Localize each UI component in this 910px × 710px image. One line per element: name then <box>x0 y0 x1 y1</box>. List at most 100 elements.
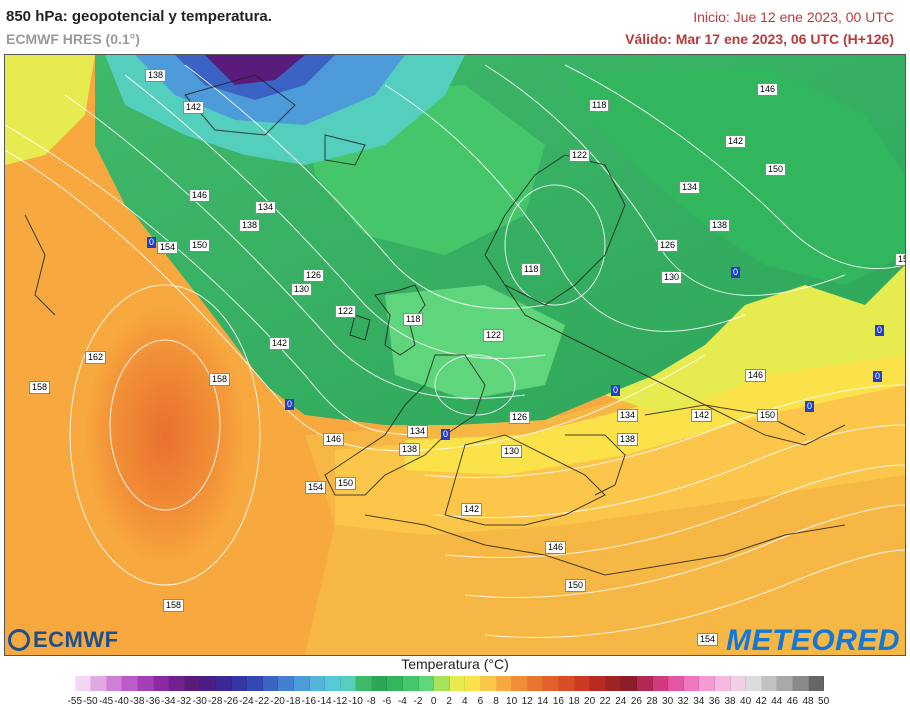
colorbar-title: Temperatura (°C) <box>401 656 509 672</box>
colorbar-swatch <box>153 676 170 691</box>
contour-label: 154 <box>305 481 327 494</box>
colorbar-swatch <box>683 676 700 691</box>
model-name: ECMWF HRES (0.1°) <box>6 31 140 47</box>
valid-time: Válido: Mar 17 ene 2023, 06 UTC (H+126) <box>625 31 894 47</box>
weather-map[interactable]: 138 142 146 118 142 122 134 150 146 134 … <box>4 54 906 656</box>
colorbar-swatch <box>418 676 435 691</box>
colorbar-tick-label: -24 <box>239 696 254 707</box>
contour-label: 142 <box>461 503 483 516</box>
colorbar-tick-label: 42 <box>755 696 767 707</box>
colorbar-tick-label: 2 <box>446 696 452 707</box>
colorbar-swatch <box>60 676 76 691</box>
colorbar-swatch <box>808 676 825 691</box>
colorbar-swatch <box>527 676 544 691</box>
colorbar-swatch <box>325 676 341 691</box>
colorbar-tick-label: 6 <box>477 696 484 707</box>
colorbar-tick-label: 30 <box>662 696 674 707</box>
colorbar-tick-label: -14 <box>317 696 332 707</box>
map-title: 850 hPa: geopotencial y temperatura. <box>6 8 272 25</box>
contour-label: 138 <box>239 219 261 232</box>
colorbar-swatch <box>761 676 778 691</box>
colorbar-tick-label: -28 <box>207 696 223 707</box>
colorbar-tick-label: -38 <box>129 696 145 707</box>
contour-label: 134 <box>679 181 701 194</box>
colorbar-tick-label: 46 <box>786 696 798 707</box>
colorbar-tick-label: -18 <box>285 696 301 707</box>
colorbar-swatch <box>792 676 809 691</box>
colorbar-swatch <box>340 676 357 691</box>
colorbar-tick-label: 4 <box>462 696 468 707</box>
contour-label: 138 <box>145 69 167 82</box>
colorbar-swatch <box>91 676 107 691</box>
colorbar-tick-label: -32 <box>176 696 192 707</box>
contour-label: 118 <box>521 263 542 276</box>
colorbar-tick-label: -8 <box>366 696 376 707</box>
zero-isotherm-label: 0 <box>805 401 815 412</box>
contour-label: 146 <box>745 369 767 382</box>
colorbar-tick-label: -34 <box>161 696 176 707</box>
colorbar-swatch <box>668 676 684 691</box>
contour-label: 150 <box>335 477 357 490</box>
colorbar-swatch <box>746 676 762 691</box>
colorbar-swatch <box>543 676 559 691</box>
colorbar-swatch <box>169 676 185 691</box>
colorbar-tick-label: 22 <box>599 696 611 707</box>
colorbar-swatch <box>777 676 793 691</box>
ecmwf-logo-icon <box>8 629 30 651</box>
colorbar-swatch <box>434 676 450 691</box>
contour-label: 162 <box>85 351 107 364</box>
colorbar-swatch <box>652 676 669 691</box>
contour-label: 150 <box>565 579 587 592</box>
contour-label: 158 <box>209 373 231 386</box>
zero-isotherm-label: 0 <box>875 325 885 336</box>
contour-label: 146 <box>323 433 345 446</box>
contour-label: 150 <box>757 409 779 422</box>
contour-label: 130 <box>501 445 523 458</box>
colorbar-swatch <box>184 676 201 691</box>
colorbar-tick-label: -55 <box>67 696 83 707</box>
contour-label: 146 <box>189 189 211 202</box>
colorbar-tick-label: -2 <box>413 696 423 707</box>
colorbar-tick-label: -40 <box>114 696 129 707</box>
contour-label: 154 <box>697 633 719 646</box>
contour-label: 158 <box>29 381 51 394</box>
zero-isotherm-label: 0 <box>611 385 621 396</box>
colorbar-swatch <box>512 676 528 691</box>
colorbar-tick-label: 40 <box>740 696 752 707</box>
colorbar-swatch <box>356 676 372 691</box>
contour-label: 142 <box>269 337 291 350</box>
contour-label: 126 <box>509 411 531 424</box>
colorbar-tick-label: -4 <box>397 696 407 707</box>
contour-label: 158 <box>163 599 185 612</box>
colorbar-swatch <box>496 676 513 691</box>
colorbar-swatch <box>309 676 326 691</box>
colorbar-swatch <box>699 676 715 691</box>
colorbar-tick-label: 18 <box>568 696 580 707</box>
colorbar-swatch <box>636 676 653 691</box>
colorbar-tick-label: 12 <box>521 696 533 707</box>
contour-label: 138 <box>709 219 731 232</box>
contour-label: 130 <box>661 271 683 284</box>
colorbar-swatch <box>621 676 637 691</box>
colorbar-tick-label: 36 <box>708 696 720 707</box>
temperature-colorbar <box>60 676 825 691</box>
contour-label: 134 <box>255 201 277 214</box>
colorbar-tick-label: 26 <box>630 696 642 707</box>
colorbar-tick-label: -36 <box>145 696 161 707</box>
colorbar-swatch <box>137 676 154 691</box>
contour-label: 118 <box>589 99 610 112</box>
colorbar-swatch <box>465 676 482 691</box>
colorbar-swatch <box>215 676 232 691</box>
colorbar-swatch <box>403 676 419 691</box>
contour-label: 134 <box>407 425 429 438</box>
ecmwf-logo: ECMWF <box>8 627 119 653</box>
colorbar-tick-label: 38 <box>724 696 736 707</box>
zero-isotherm-label: 0 <box>285 399 295 410</box>
contour-label: 122 <box>335 305 357 318</box>
colorbar-tick-label: 10 <box>506 696 518 707</box>
colorbar-tick-label: -12 <box>332 696 348 707</box>
contour-label: 126 <box>303 269 325 282</box>
contour-label: 142 <box>725 135 747 148</box>
colorbar-tick-label: -22 <box>254 696 270 707</box>
colorbar-swatch <box>106 676 123 691</box>
